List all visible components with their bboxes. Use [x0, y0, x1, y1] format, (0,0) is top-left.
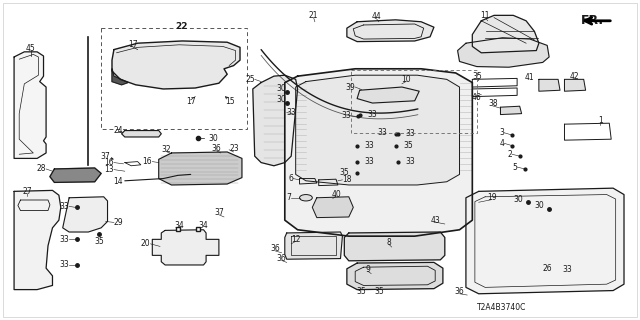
Text: T2A4B3740C: T2A4B3740C	[477, 303, 526, 312]
Polygon shape	[253, 75, 298, 166]
Text: 35: 35	[94, 237, 104, 246]
Polygon shape	[122, 131, 161, 137]
Text: 33: 33	[365, 141, 374, 150]
Circle shape	[300, 195, 312, 201]
Text: 33: 33	[341, 111, 351, 120]
Polygon shape	[564, 79, 586, 91]
Polygon shape	[472, 15, 539, 53]
Text: 30: 30	[208, 134, 218, 143]
Text: 36: 36	[454, 287, 465, 296]
Text: 9: 9	[365, 265, 371, 274]
Text: 1: 1	[598, 116, 603, 125]
Text: 38: 38	[488, 100, 498, 108]
Polygon shape	[539, 79, 560, 91]
Text: 41: 41	[525, 73, 535, 82]
Text: 3: 3	[499, 128, 504, 137]
Text: 34: 34	[198, 221, 209, 230]
Text: 30: 30	[276, 95, 287, 104]
Text: 19: 19	[486, 193, 497, 202]
Text: 35: 35	[403, 141, 413, 150]
Text: 45: 45	[26, 44, 36, 53]
Polygon shape	[347, 262, 443, 290]
Text: 7: 7	[286, 193, 291, 202]
Text: 35: 35	[472, 72, 482, 81]
Text: 33: 33	[365, 157, 374, 166]
Text: 16: 16	[143, 157, 152, 166]
Text: 15: 15	[225, 97, 236, 106]
Polygon shape	[357, 87, 419, 103]
Text: 33: 33	[406, 129, 415, 138]
Text: 20: 20	[141, 239, 150, 248]
Polygon shape	[112, 69, 128, 85]
Text: 35: 35	[374, 287, 384, 296]
Text: 33: 33	[562, 265, 572, 274]
Text: 35: 35	[356, 287, 367, 296]
Text: 39: 39	[346, 83, 355, 92]
Text: 26: 26	[542, 264, 552, 273]
Text: 34: 34	[174, 221, 184, 230]
Text: 11: 11	[481, 11, 490, 20]
Text: 28: 28	[36, 164, 46, 173]
Text: 43: 43	[430, 216, 440, 225]
Text: 33: 33	[378, 128, 387, 137]
Text: 37: 37	[100, 152, 111, 161]
Text: 8: 8	[387, 238, 392, 247]
Polygon shape	[458, 38, 549, 67]
Polygon shape	[14, 52, 46, 158]
Text: 30: 30	[534, 201, 544, 210]
Text: 25: 25	[245, 75, 255, 84]
Text: 17: 17	[128, 40, 138, 49]
Text: 21: 21	[309, 11, 318, 20]
Text: 33: 33	[60, 260, 69, 269]
Text: 12: 12	[291, 235, 300, 244]
Text: 44: 44	[371, 12, 381, 21]
Text: 42: 42	[570, 72, 580, 81]
Polygon shape	[296, 75, 460, 185]
Polygon shape	[14, 190, 61, 290]
Text: 17: 17	[186, 97, 196, 106]
Text: 30: 30	[276, 84, 287, 93]
Text: 37: 37	[214, 208, 224, 217]
Text: 32: 32	[161, 145, 172, 154]
Text: FR.: FR.	[581, 14, 604, 27]
Polygon shape	[112, 41, 240, 89]
Text: 33: 33	[367, 110, 377, 119]
Text: 29: 29	[114, 218, 124, 227]
Text: 35: 35	[339, 168, 349, 177]
Text: 16: 16	[104, 158, 114, 167]
Text: 24: 24	[113, 126, 124, 135]
Text: 33: 33	[60, 202, 69, 211]
Polygon shape	[500, 106, 522, 115]
Text: 30: 30	[513, 195, 524, 204]
Text: 33: 33	[60, 235, 69, 244]
Polygon shape	[347, 20, 434, 42]
Text: 10: 10	[401, 75, 412, 84]
Polygon shape	[285, 232, 342, 259]
Text: 22: 22	[175, 22, 188, 31]
Polygon shape	[152, 230, 219, 265]
Polygon shape	[285, 69, 472, 236]
Text: 36: 36	[211, 144, 221, 153]
Text: 36: 36	[270, 244, 280, 253]
Text: 27: 27	[22, 187, 32, 196]
Text: 33: 33	[406, 157, 415, 166]
Text: 4: 4	[499, 139, 504, 148]
Text: 6: 6	[288, 174, 293, 183]
Polygon shape	[63, 197, 108, 232]
Text: 40: 40	[331, 190, 341, 199]
Text: 33: 33	[287, 108, 296, 117]
Text: 2: 2	[508, 150, 512, 159]
Text: 13: 13	[104, 165, 114, 174]
Polygon shape	[312, 197, 353, 218]
Polygon shape	[159, 152, 242, 185]
Text: 36: 36	[276, 254, 287, 263]
Text: 18: 18	[342, 175, 352, 184]
Text: 46: 46	[472, 93, 482, 102]
Polygon shape	[466, 188, 624, 294]
Text: 23: 23	[229, 144, 239, 153]
Text: 5: 5	[512, 163, 517, 172]
Polygon shape	[344, 232, 445, 261]
Text: 14: 14	[113, 177, 124, 186]
Polygon shape	[50, 168, 101, 182]
